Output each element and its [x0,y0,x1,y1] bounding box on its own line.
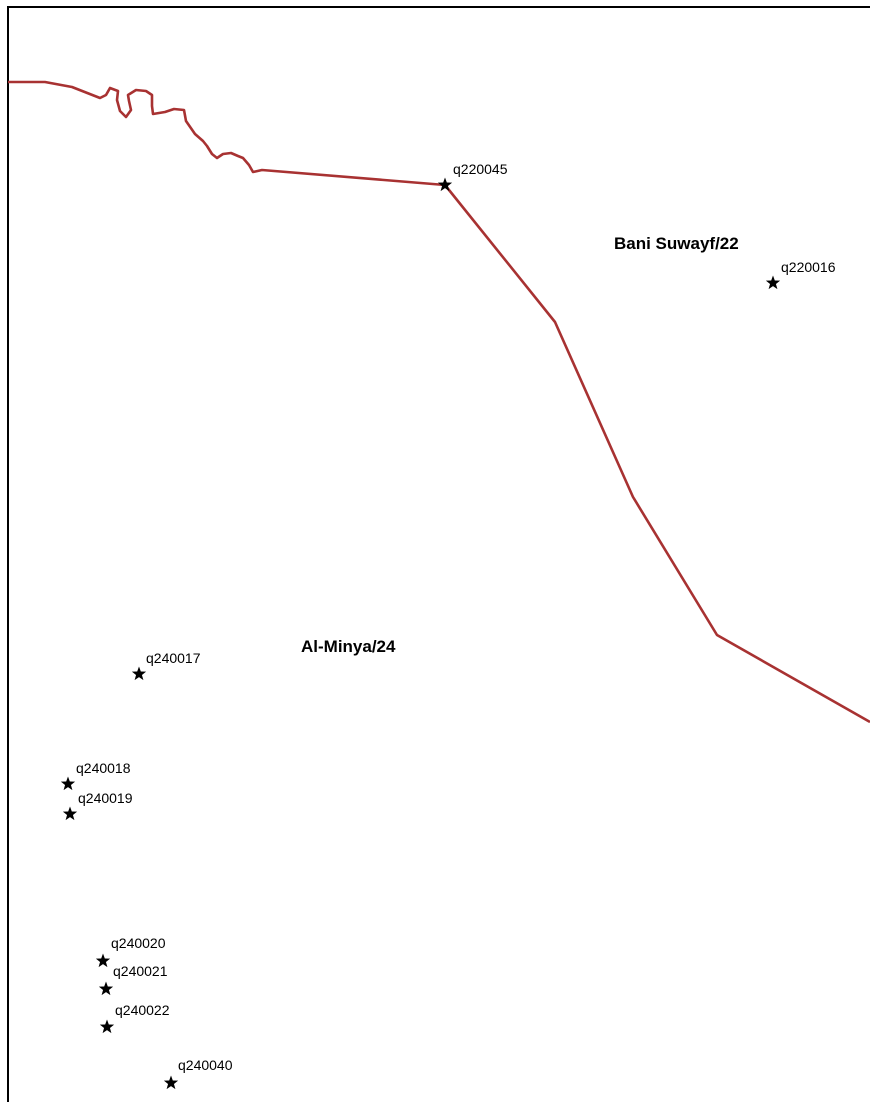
site-marker-q240040[interactable]: q240040 [163,1057,233,1090]
site-marker-q240017[interactable]: q240017 [131,650,201,681]
site-marker-q240019[interactable]: q240019 [62,790,133,821]
governorate-boundary [8,80,870,724]
site-label: q240022 [115,1002,170,1018]
region-label-bani-suwayf: Bani Suwayf/22 [614,234,739,253]
star-icon [60,776,76,791]
site-marker-q220016[interactable]: q220016 [765,259,836,290]
site-label: q240018 [76,760,131,776]
site-label: q240017 [146,650,201,666]
star-icon [163,1075,179,1090]
site-marker-q240021[interactable]: q240021 [98,963,168,996]
star-icon [98,981,114,996]
site-label: q240021 [113,963,168,979]
star-icon [95,953,111,968]
star-icon [99,1019,115,1034]
site-label: q220045 [453,161,508,177]
star-icon [437,177,453,192]
site-marker-q220045[interactable]: q220045 [437,161,508,192]
site-label: q240040 [178,1057,233,1073]
site-marker-q240022[interactable]: q240022 [99,1002,170,1034]
site-label: q220016 [781,259,836,275]
site-marker-q240020[interactable]: q240020 [95,935,166,968]
region-label-al-minya: Al-Minya/24 [301,637,396,656]
star-icon [131,666,147,681]
star-icon [62,806,78,821]
site-label: q240020 [111,935,166,951]
site-marker-q240018[interactable]: q240018 [60,760,131,791]
map-frame [7,6,870,1102]
site-label: q240019 [78,790,133,806]
star-icon [765,275,781,290]
